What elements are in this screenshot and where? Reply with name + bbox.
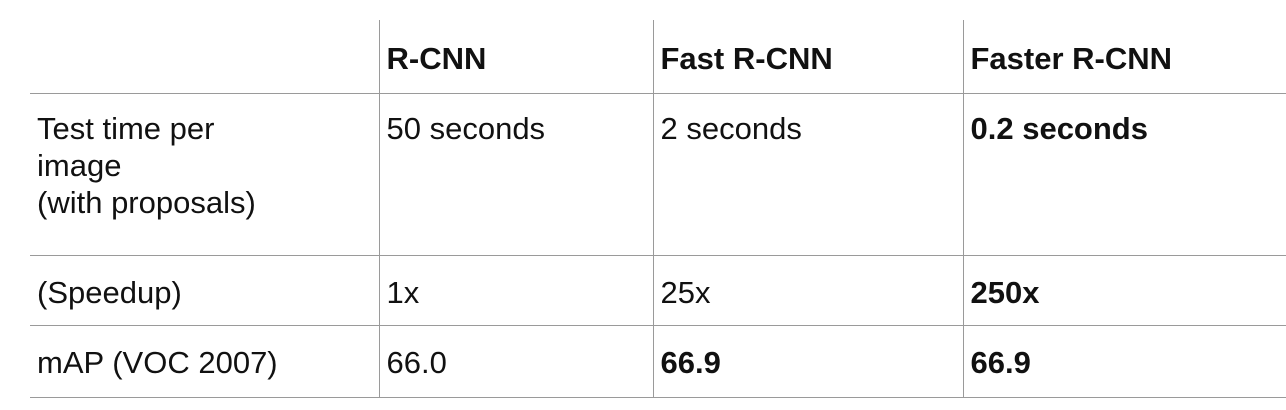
row-label-speedup: (Speedup) [30, 255, 379, 326]
comparison-table: R-CNN Fast R-CNN Faster R-CNN Test time … [30, 20, 1286, 398]
cell-rcnn-speedup: 1x [378, 255, 653, 326]
table-row-speedup: (Speedup) 1x 25x 250x [30, 255, 1286, 326]
row-label-line: image [37, 147, 122, 183]
header-rcnn: R-CNN [378, 20, 653, 94]
header-row: R-CNN Fast R-CNN Faster R-CNN [30, 20, 1286, 94]
cell-faster-rcnn-map: 66.9 [962, 325, 1286, 398]
cell-fast-rcnn-test-time: 2 seconds [652, 93, 963, 256]
row-label-test-time: Test time per image (with proposals) [30, 93, 379, 256]
header-faster-rcnn: Faster R-CNN [962, 20, 1286, 94]
row-label-line: (Speedup) [37, 274, 182, 310]
table-row-test-time: Test time per image (with proposals) 50 … [30, 93, 1286, 256]
cell-rcnn-test-time: 50 seconds [378, 93, 653, 256]
header-corner-cell [30, 20, 379, 94]
table-row-map: mAP (VOC 2007) 66.0 66.9 66.9 [30, 325, 1286, 398]
row-label-map: mAP (VOC 2007) [30, 325, 379, 398]
cell-faster-rcnn-test-time: 0.2 seconds [962, 93, 1286, 256]
cell-fast-rcnn-map: 66.9 [652, 325, 963, 398]
row-label-line: mAP (VOC 2007) [37, 344, 278, 380]
row-label-line: Test time per [37, 110, 215, 146]
cell-faster-rcnn-speedup: 250x [962, 255, 1286, 326]
row-label-line: (with proposals) [37, 184, 256, 220]
cell-rcnn-map: 66.0 [378, 325, 653, 398]
cell-fast-rcnn-speedup: 25x [652, 255, 963, 326]
header-fast-rcnn: Fast R-CNN [652, 20, 963, 94]
comparison-table-container: R-CNN Fast R-CNN Faster R-CNN Test time … [30, 20, 1286, 398]
